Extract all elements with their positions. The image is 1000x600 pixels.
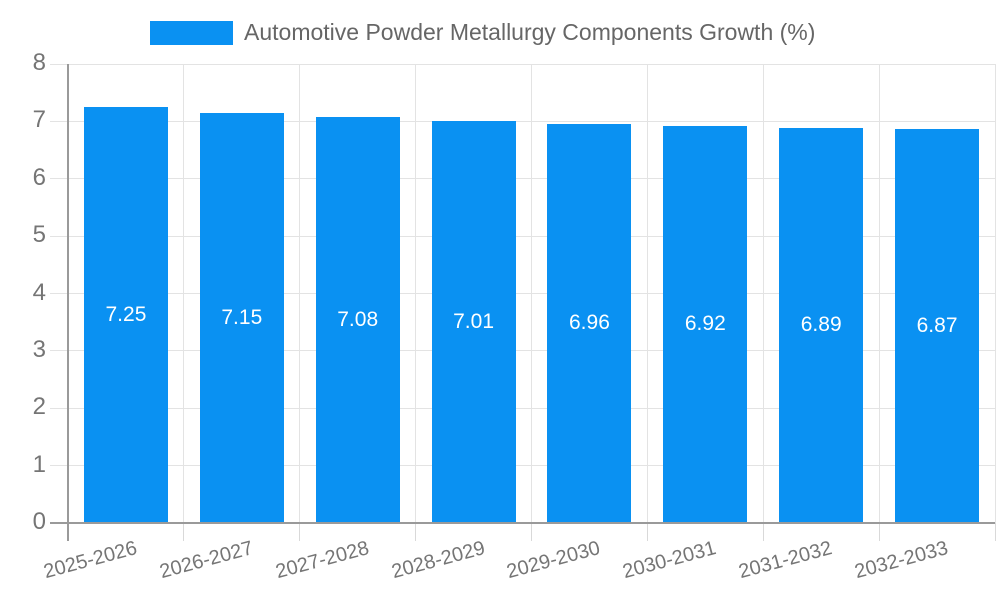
gridline-vertical — [646, 64, 648, 523]
legend-swatch-icon — [150, 20, 233, 45]
bar-value-label: 7.08 — [337, 307, 379, 331]
y-tick-label: 3 — [32, 335, 46, 363]
x-axis-line — [50, 522, 995, 524]
y-tick-label: 4 — [32, 278, 46, 306]
bar: 6.89 — [779, 127, 864, 523]
bar: 7.01 — [431, 120, 516, 523]
y-tick-label: 8 — [32, 49, 46, 77]
bar: 7.08 — [315, 116, 400, 523]
gridline-vertical — [183, 64, 185, 523]
y-tick-label: 0 — [32, 508, 46, 536]
x-axis-tick — [415, 523, 417, 541]
bar-value-label: 6.92 — [684, 312, 726, 336]
bar: 7.25 — [83, 107, 168, 523]
y-tick-label: 5 — [32, 221, 46, 249]
y-axis-tick — [50, 465, 68, 467]
x-axis-tick — [646, 523, 648, 541]
gridline-vertical — [415, 64, 417, 523]
x-axis-tick — [183, 523, 185, 541]
bar-value-label: 7.25 — [105, 303, 147, 327]
y-tick-label: 2 — [32, 393, 46, 421]
x-axis-tick — [994, 523, 996, 541]
bar-value-label: 7.15 — [221, 305, 263, 329]
bar-value-label: 6.89 — [800, 313, 842, 337]
gridline-vertical — [531, 64, 532, 523]
bar-value-label: 6.87 — [916, 313, 958, 337]
bar: 6.87 — [895, 128, 980, 523]
y-axis-tick — [50, 63, 68, 65]
x-axis-tick — [299, 523, 301, 541]
gridline-vertical — [762, 64, 764, 523]
y-tick-label: 6 — [32, 163, 46, 191]
y-tick-label: 7 — [32, 106, 46, 134]
bar: 7.15 — [199, 112, 284, 523]
gridline-vertical — [299, 64, 301, 523]
y-axis-tick — [50, 120, 68, 122]
bar-value-label: 6.96 — [569, 311, 610, 335]
x-axis-tick — [762, 523, 764, 541]
legend-label: Automotive Powder Metallurgy Components … — [244, 19, 816, 45]
gridline-vertical — [994, 64, 996, 523]
y-axis-tick — [50, 407, 68, 409]
bar: 6.96 — [547, 123, 632, 523]
y-axis-tick — [50, 235, 68, 237]
bar-value-label: 7.01 — [453, 309, 494, 333]
x-axis-tick — [878, 523, 880, 541]
bar: 6.92 — [663, 125, 748, 523]
y-axis-line — [66, 64, 69, 541]
y-axis-tick — [50, 293, 68, 294]
legend-item[interactable]: Automotive Powder Metallurgy Components … — [150, 19, 815, 46]
x-axis-tick — [531, 523, 532, 541]
y-tick-label: 1 — [32, 450, 46, 478]
gridline-vertical — [878, 64, 880, 523]
y-axis-tick — [50, 178, 68, 180]
y-axis-tick — [50, 350, 68, 352]
